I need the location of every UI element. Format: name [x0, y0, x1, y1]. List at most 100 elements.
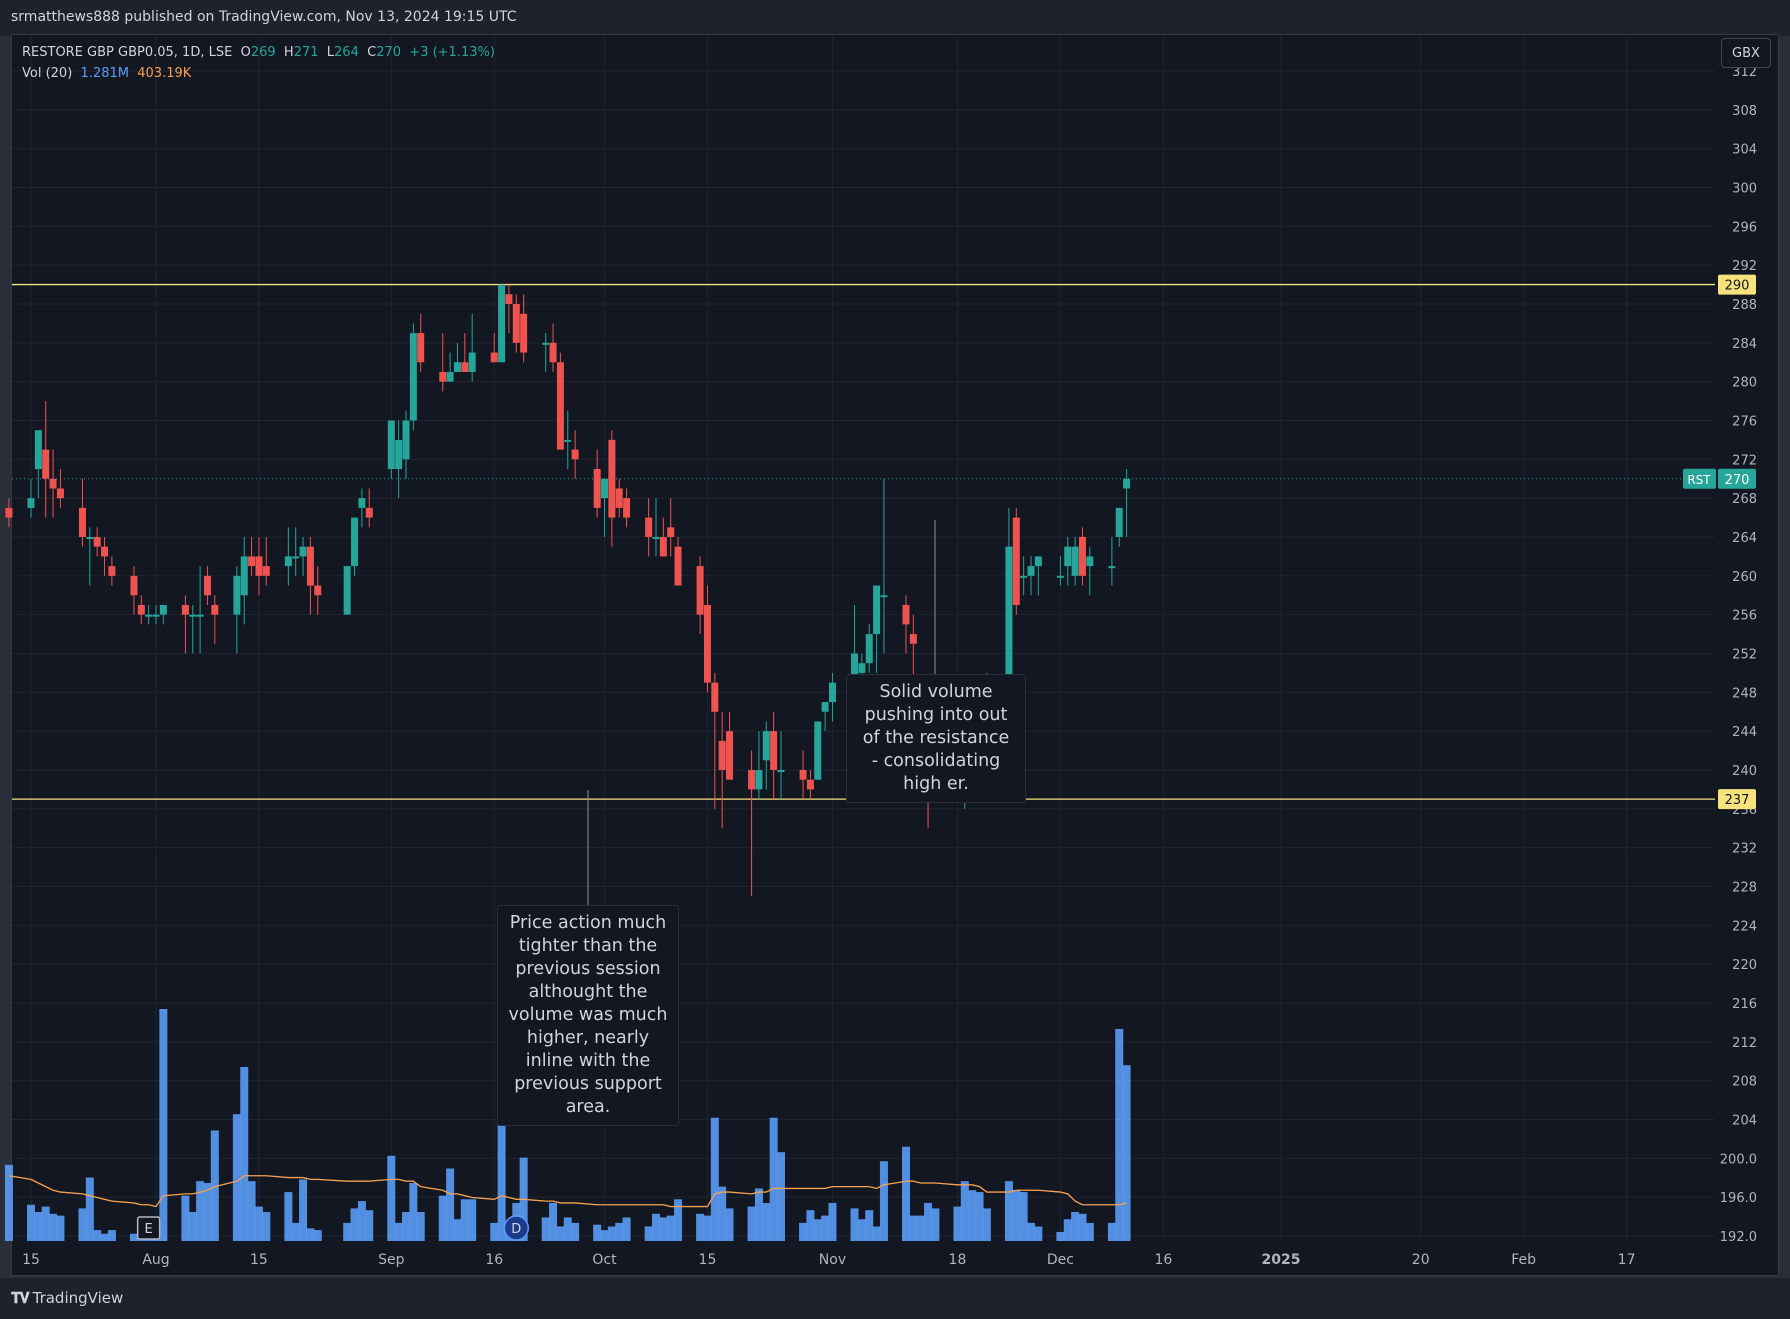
candle-body — [343, 566, 351, 615]
volume-bar — [696, 1213, 705, 1241]
volume-bar — [607, 1226, 616, 1241]
currency-button[interactable]: GBX — [1721, 38, 1771, 68]
time-axis-label: 2025 — [1262, 1252, 1301, 1268]
candle-body — [571, 449, 579, 460]
candle-body — [601, 478, 609, 499]
volume-bar — [254, 1206, 263, 1241]
volume-bar — [931, 1208, 940, 1241]
time-axis-label: 20 — [1412, 1252, 1430, 1268]
volume-bar — [703, 1215, 712, 1241]
volume-bar — [262, 1212, 271, 1241]
volume-bar — [240, 1067, 249, 1241]
volume-bar — [600, 1230, 609, 1241]
price-axis-label: 312 — [1732, 65, 1757, 80]
price-axis-label: 256 — [1732, 609, 1757, 624]
price-axis-label: 252 — [1732, 648, 1757, 663]
candle-body — [137, 604, 145, 615]
volume-bar — [453, 1219, 462, 1241]
candle-body — [652, 537, 660, 539]
dividend-marker — [503, 1215, 530, 1241]
volume-bar — [1063, 1219, 1072, 1241]
volume-bar — [1085, 1222, 1094, 1241]
price-axis-label: 268 — [1732, 492, 1757, 507]
volume-bar — [747, 1206, 756, 1241]
time-axis-label: 15 — [699, 1252, 717, 1268]
candle-body — [858, 663, 866, 673]
candle-body — [461, 362, 469, 372]
candle-body — [1071, 546, 1079, 576]
candle-body — [505, 294, 513, 304]
volume-bar — [777, 1152, 785, 1241]
candle-body — [189, 614, 197, 617]
event-marker-label: D — [511, 1222, 521, 1237]
time-axis-label: Aug — [142, 1252, 169, 1268]
volume-bar — [1019, 1192, 1028, 1241]
volume-bar — [284, 1192, 293, 1241]
price-axis-label: 296 — [1732, 220, 1757, 235]
price-axis-label: 276 — [1732, 415, 1757, 430]
candle-body — [42, 449, 50, 479]
candle-body — [1034, 556, 1042, 567]
tradingview-logo[interactable]: 𝐓𝐕 TradingView — [11, 1289, 123, 1307]
volume-bar — [438, 1195, 447, 1241]
level-badge-label: 290 — [1725, 279, 1750, 294]
candle-body — [564, 439, 572, 442]
candle-body — [351, 517, 359, 567]
candle-body — [593, 469, 601, 508]
volume-bar — [100, 1233, 109, 1241]
volume-bar — [644, 1226, 653, 1241]
price-axis-label: 224 — [1732, 919, 1757, 934]
candle-body — [468, 352, 476, 372]
candle-body — [821, 702, 829, 712]
candle-body — [1086, 556, 1094, 567]
candle-body — [402, 420, 410, 460]
candle-body — [453, 362, 461, 372]
volume-bar — [210, 1130, 219, 1241]
candle-body — [101, 546, 109, 557]
volume-bar — [93, 1230, 102, 1241]
volume-bar — [571, 1222, 580, 1241]
candle-body — [762, 731, 770, 761]
price-axis-label: 304 — [1732, 143, 1757, 158]
candle-body — [5, 507, 13, 518]
price-axis-label: 280 — [1732, 376, 1757, 391]
candle-body — [446, 371, 454, 382]
volume-bar — [1027, 1222, 1035, 1241]
legend-close-value: 270 — [376, 45, 402, 60]
price-axis-label: 308 — [1732, 104, 1757, 119]
candle-body — [1005, 546, 1013, 683]
candle-body — [409, 333, 417, 421]
price-axis-label: 260 — [1732, 570, 1757, 585]
volume-bar — [541, 1217, 550, 1241]
volume-bar — [674, 1199, 683, 1241]
price-axis-label: 284 — [1732, 337, 1757, 352]
volume-bar — [725, 1208, 734, 1241]
volume-bar — [85, 1177, 94, 1241]
volume-bar — [762, 1202, 771, 1241]
volume-bar — [291, 1222, 300, 1241]
price-axis-label: 196.0 — [1720, 1191, 1757, 1206]
candle-body — [358, 498, 366, 508]
candle-body — [240, 556, 248, 596]
last-price-badge-label: 270 — [1725, 473, 1750, 488]
volume-bar — [828, 1202, 837, 1241]
volume-bar — [4, 1164, 13, 1241]
time-axis-label: 15 — [250, 1252, 268, 1268]
volume-bar — [159, 1009, 168, 1241]
event-marker-label: E — [145, 1222, 153, 1237]
time-axis-label: 15 — [22, 1252, 40, 1268]
chart-pane[interactable] — [11, 34, 1779, 1276]
legend-open-value: 269 — [250, 45, 276, 60]
candle-body — [233, 575, 241, 615]
legend-symbol[interactable]: RESTORE GBP GBP0.05, 1D, LSE — [22, 45, 233, 60]
candle-body — [549, 342, 557, 363]
resistance-annotation[interactable]: Solid volume pushing into out of the res… — [846, 674, 1026, 803]
support-annotation[interactable]: Price action much tighter than the previ… — [497, 905, 679, 1126]
legend-volume-label[interactable]: Vol (20) — [22, 66, 73, 81]
volume-bar — [850, 1208, 859, 1241]
volume-bar — [813, 1219, 822, 1241]
candle-body — [86, 537, 94, 539]
candle-body — [130, 575, 138, 596]
volume-bar — [953, 1206, 962, 1241]
